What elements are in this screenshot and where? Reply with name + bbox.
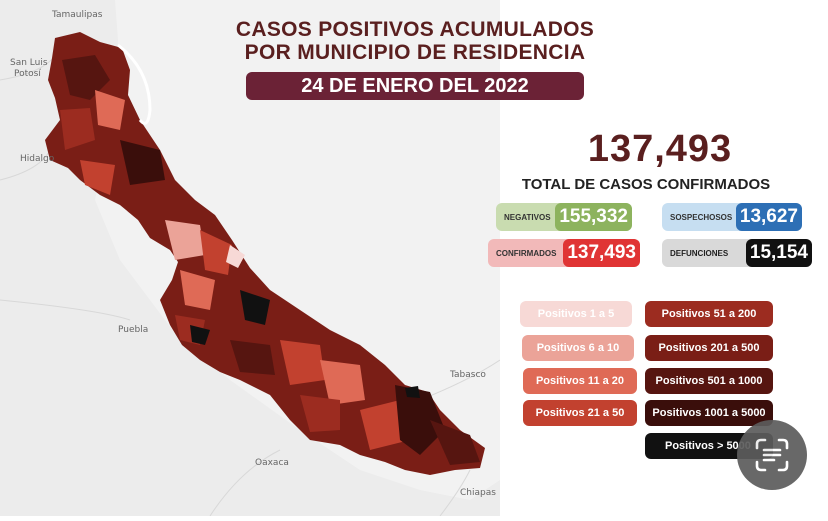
label-tabasco: Tabasco	[450, 370, 486, 380]
state-borders	[0, 39, 501, 517]
municipality-patch	[226, 245, 245, 268]
negativos-value: 155,332	[555, 203, 632, 231]
sospechosos-stat: SOSPECHOSOS 13,627	[662, 203, 802, 231]
text-scan-icon	[755, 438, 789, 472]
title-line2: POR MUNICIPIO DE RESIDENCIA	[244, 41, 586, 64]
defunciones-value: 15,154	[745, 239, 812, 267]
legend-item-1001-5000: Positivos 1001 a 5000	[645, 400, 773, 426]
legend-item-11-20: Positivos 11 a 20	[523, 368, 637, 394]
sospechosos-label: SOSPECHOSOS	[670, 212, 733, 222]
neighbor-states-shade	[0, 0, 500, 516]
municipality-patch	[300, 395, 340, 432]
municipality-patch	[120, 140, 165, 185]
municipality-patch	[200, 230, 232, 275]
title-line1: CASOS POSITIVOS ACUMULADOS	[235, 18, 595, 41]
municipality-patch	[60, 108, 95, 150]
veracruz-map: Tamaulipas San Luis Potosí Hidalgo Puebl…	[0, 0, 501, 517]
label-tamaulipas: Tamaulipas	[52, 10, 103, 20]
municipality-patch	[180, 270, 215, 310]
municipality-patch	[320, 360, 365, 405]
defunciones-stat: DEFUNCIONES 15,154	[662, 239, 812, 267]
confirmados-label: CONFIRMADOS	[496, 248, 557, 258]
municipality-patch	[190, 325, 210, 345]
negativos-stat: NEGATIVOS 155,332	[496, 203, 632, 231]
label-san-luis-potosi-line2: Potosí	[14, 69, 41, 79]
legend-item-201-500: Positivos 201 a 500	[645, 335, 773, 361]
legend-item-6-10: Positivos 6 a 10	[522, 335, 634, 361]
municipality-patch	[405, 386, 420, 398]
municipality-patch	[165, 220, 205, 260]
legend-item-501-1000: Positivos 501 a 1000	[645, 368, 773, 394]
legend-item-1-5: Positivos 1 a 5	[520, 301, 632, 327]
defunciones-label: DEFUNCIONES	[670, 248, 729, 258]
page-title: CASOS POSITIVOS ACUMULADOS POR MUNICIPIO…	[230, 18, 600, 64]
municipality-patch	[80, 160, 115, 195]
confirmados-value: 137,493	[563, 239, 640, 267]
legend-item-51-200: Positivos 51 a 200	[645, 301, 773, 327]
total-cases-label: TOTAL DE CASOS CONFIRMADOS	[521, 176, 771, 193]
label-puebla: Puebla	[118, 325, 149, 335]
text-scan-button[interactable]	[737, 420, 807, 490]
confirmados-stat: CONFIRMADOS 137,493	[488, 239, 640, 267]
municipality-patch	[230, 340, 275, 375]
municipality-patch	[95, 90, 125, 130]
label-san-luis-potosi-line1: San Luis	[10, 58, 48, 68]
municipality-patch	[430, 420, 480, 465]
municipality-patch	[62, 55, 110, 100]
label-hidalgo: Hidalgo	[20, 154, 55, 164]
coastal-lagoon	[117, 43, 152, 125]
negativos-label: NEGATIVOS	[504, 212, 551, 222]
veracruz-state-shape	[45, 32, 485, 475]
municipality-patch	[395, 385, 445, 455]
date-banner: 24 DE ENERO DEL 2022	[246, 72, 584, 100]
municipality-patch	[280, 340, 325, 385]
sospechosos-value: 13,627	[735, 203, 802, 231]
label-chiapas: Chiapas	[460, 488, 496, 498]
legend-item-21-50: Positivos 21 a 50	[523, 400, 637, 426]
municipality-patch	[240, 290, 270, 325]
label-oaxaca: Oaxaca	[255, 458, 289, 468]
total-cases-number: 137,493	[587, 128, 733, 170]
map-svg	[0, 0, 501, 517]
